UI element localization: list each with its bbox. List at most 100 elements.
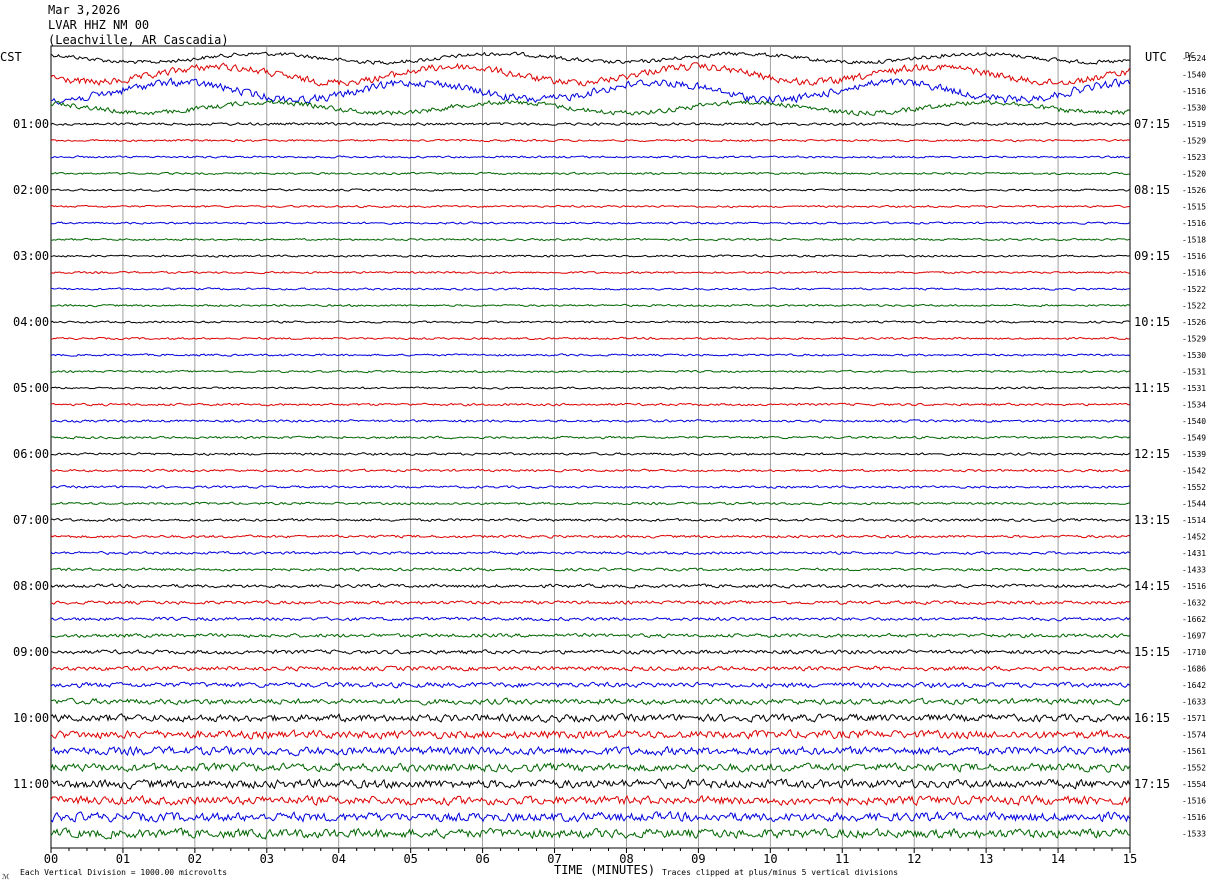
- trace-26: [50, 484, 1130, 489]
- x-tick-label: 05: [403, 852, 417, 866]
- trace-24: [50, 452, 1130, 456]
- dc-header-label: DC: [1185, 51, 1195, 60]
- trace-44: [50, 778, 1130, 790]
- right-hour-label: 13:15: [1134, 513, 1170, 527]
- trace-35: [50, 632, 1130, 639]
- x-tick-label: 09: [691, 852, 705, 866]
- left-timezone-label: CST: [0, 50, 22, 64]
- logo-mark: ℳ: [2, 873, 10, 881]
- dc-offset-label: -1540: [1182, 417, 1206, 426]
- right-hour-label: 11:15: [1134, 381, 1170, 395]
- trace-42: [50, 745, 1130, 757]
- dc-offset-label: -1697: [1182, 632, 1206, 641]
- x-tick-label: 06: [475, 852, 489, 866]
- right-hour-label: 10:15: [1134, 315, 1170, 329]
- dc-offset-label: -1516: [1182, 269, 1206, 278]
- trace-2: [50, 77, 1130, 105]
- x-tick-label: 03: [260, 852, 274, 866]
- dc-offset-label: -1516: [1182, 252, 1206, 261]
- x-tick-label: 13: [979, 852, 993, 866]
- scale-note: Each Vertical Division = 1000.00 microvo…: [20, 868, 227, 877]
- dc-offset-label: -1662: [1182, 615, 1206, 624]
- dc-offset-label: -1522: [1182, 302, 1206, 311]
- left-hour-label: 01:00: [13, 117, 49, 131]
- trace-9: [50, 204, 1130, 209]
- trace-3: [50, 99, 1130, 117]
- dc-offset-label: -1552: [1182, 764, 1206, 773]
- grid-lines: [50, 45, 1131, 849]
- dc-offset-label: -1433: [1182, 566, 1206, 575]
- dc-offset-label: -1524: [1182, 54, 1206, 63]
- dc-offset-label: -1452: [1182, 533, 1206, 542]
- dc-offset-label: -1516: [1182, 582, 1206, 591]
- trace-0: [50, 51, 1130, 65]
- left-hour-label: 08:00: [13, 579, 49, 593]
- right-hour-label: 08:15: [1134, 183, 1170, 197]
- dc-offset-label: -1534: [1182, 401, 1206, 410]
- left-hour-label: 02:00: [13, 183, 49, 197]
- dc-offset-label: -1515: [1182, 203, 1206, 212]
- dc-offset-label: -1520: [1182, 170, 1206, 179]
- x-axis: 00 01 02 03 04 05 06 07 08 09 10 11 12 13 14 15: [44, 848, 1137, 866]
- x-tick-label: 12: [907, 852, 921, 866]
- trace-5: [50, 138, 1130, 143]
- trace-45: [50, 794, 1130, 807]
- x-tick-label: 14: [1051, 852, 1065, 866]
- dc-offset-label: -1526: [1182, 318, 1206, 327]
- left-hour-label: 06:00: [13, 447, 49, 461]
- trace-39: [50, 697, 1130, 706]
- hour-labels: 01:00 07:15 02:00 08:15 03:00 09:15 04:00 10:15…: [13, 117, 1170, 791]
- trace-32: [50, 583, 1130, 589]
- trace-46: [50, 810, 1130, 823]
- dc-offset-label: -1529: [1182, 137, 1206, 146]
- dc-offset-label: -1523: [1182, 153, 1206, 162]
- trace-31: [50, 567, 1130, 572]
- left-hour-label: 09:00: [13, 645, 49, 659]
- dc-offset-label: -1561: [1182, 747, 1206, 756]
- trace-43: [50, 762, 1130, 773]
- trace-27: [50, 501, 1130, 506]
- header-station: LVAR HHZ NM 00: [48, 18, 150, 32]
- x-tick-label: 00: [44, 852, 58, 866]
- trace-12: [50, 254, 1130, 258]
- dc-offset-label: -1530: [1182, 351, 1206, 360]
- dc-offset-label: -1574: [1182, 731, 1206, 740]
- trace-33: [50, 600, 1130, 606]
- trace-19: [50, 369, 1130, 374]
- x-tick-label: 11: [835, 852, 849, 866]
- trace-6: [50, 155, 1130, 159]
- trace-10: [50, 221, 1130, 225]
- left-hour-label: 07:00: [13, 513, 49, 527]
- left-hour-label: 11:00: [13, 777, 49, 791]
- dc-offset-label: -1519: [1182, 120, 1206, 129]
- dc-offset-label: -1531: [1182, 384, 1206, 393]
- dc-offset-label: -1518: [1182, 236, 1206, 245]
- dc-offset-label: -1530: [1182, 104, 1206, 113]
- plot-frame: [50, 45, 1131, 849]
- trace-7: [50, 171, 1130, 176]
- trace-4: [50, 121, 1130, 127]
- right-hour-label: 17:15: [1134, 777, 1170, 791]
- dc-offset-label: -1710: [1182, 648, 1206, 657]
- x-tick-label: 08: [619, 852, 633, 866]
- dc-offset-label: -1540: [1182, 71, 1206, 80]
- x-tick-label: 15: [1123, 852, 1137, 866]
- trace-40: [50, 712, 1130, 724]
- trace-8: [50, 188, 1130, 192]
- right-timezone-label: UTC: [1145, 50, 1167, 64]
- dc-labels: -1524 -1540 -1516 -1530 -1519 -1529 -1523 -1520…: [1182, 54, 1206, 839]
- dc-offset-label: -1529: [1182, 335, 1206, 344]
- dc-offset-label: -1431: [1182, 549, 1206, 558]
- chart-header: Mar 3,2026 LVAR HHZ NM 00 (Leachville, A…: [48, 3, 229, 48]
- dc-offset-label: -1571: [1182, 714, 1206, 723]
- dc-offset-label: -1544: [1182, 500, 1206, 509]
- right-hour-label: 12:15: [1134, 447, 1170, 461]
- dc-offset-label: -1516: [1182, 87, 1206, 96]
- dc-offset-label: -1516: [1182, 219, 1206, 228]
- trace-34: [50, 616, 1130, 622]
- dc-offset-label: -1549: [1182, 434, 1206, 443]
- dc-offset-label: -1542: [1182, 467, 1206, 476]
- trace-13: [50, 270, 1130, 275]
- dc-offset-label: -1522: [1182, 285, 1206, 294]
